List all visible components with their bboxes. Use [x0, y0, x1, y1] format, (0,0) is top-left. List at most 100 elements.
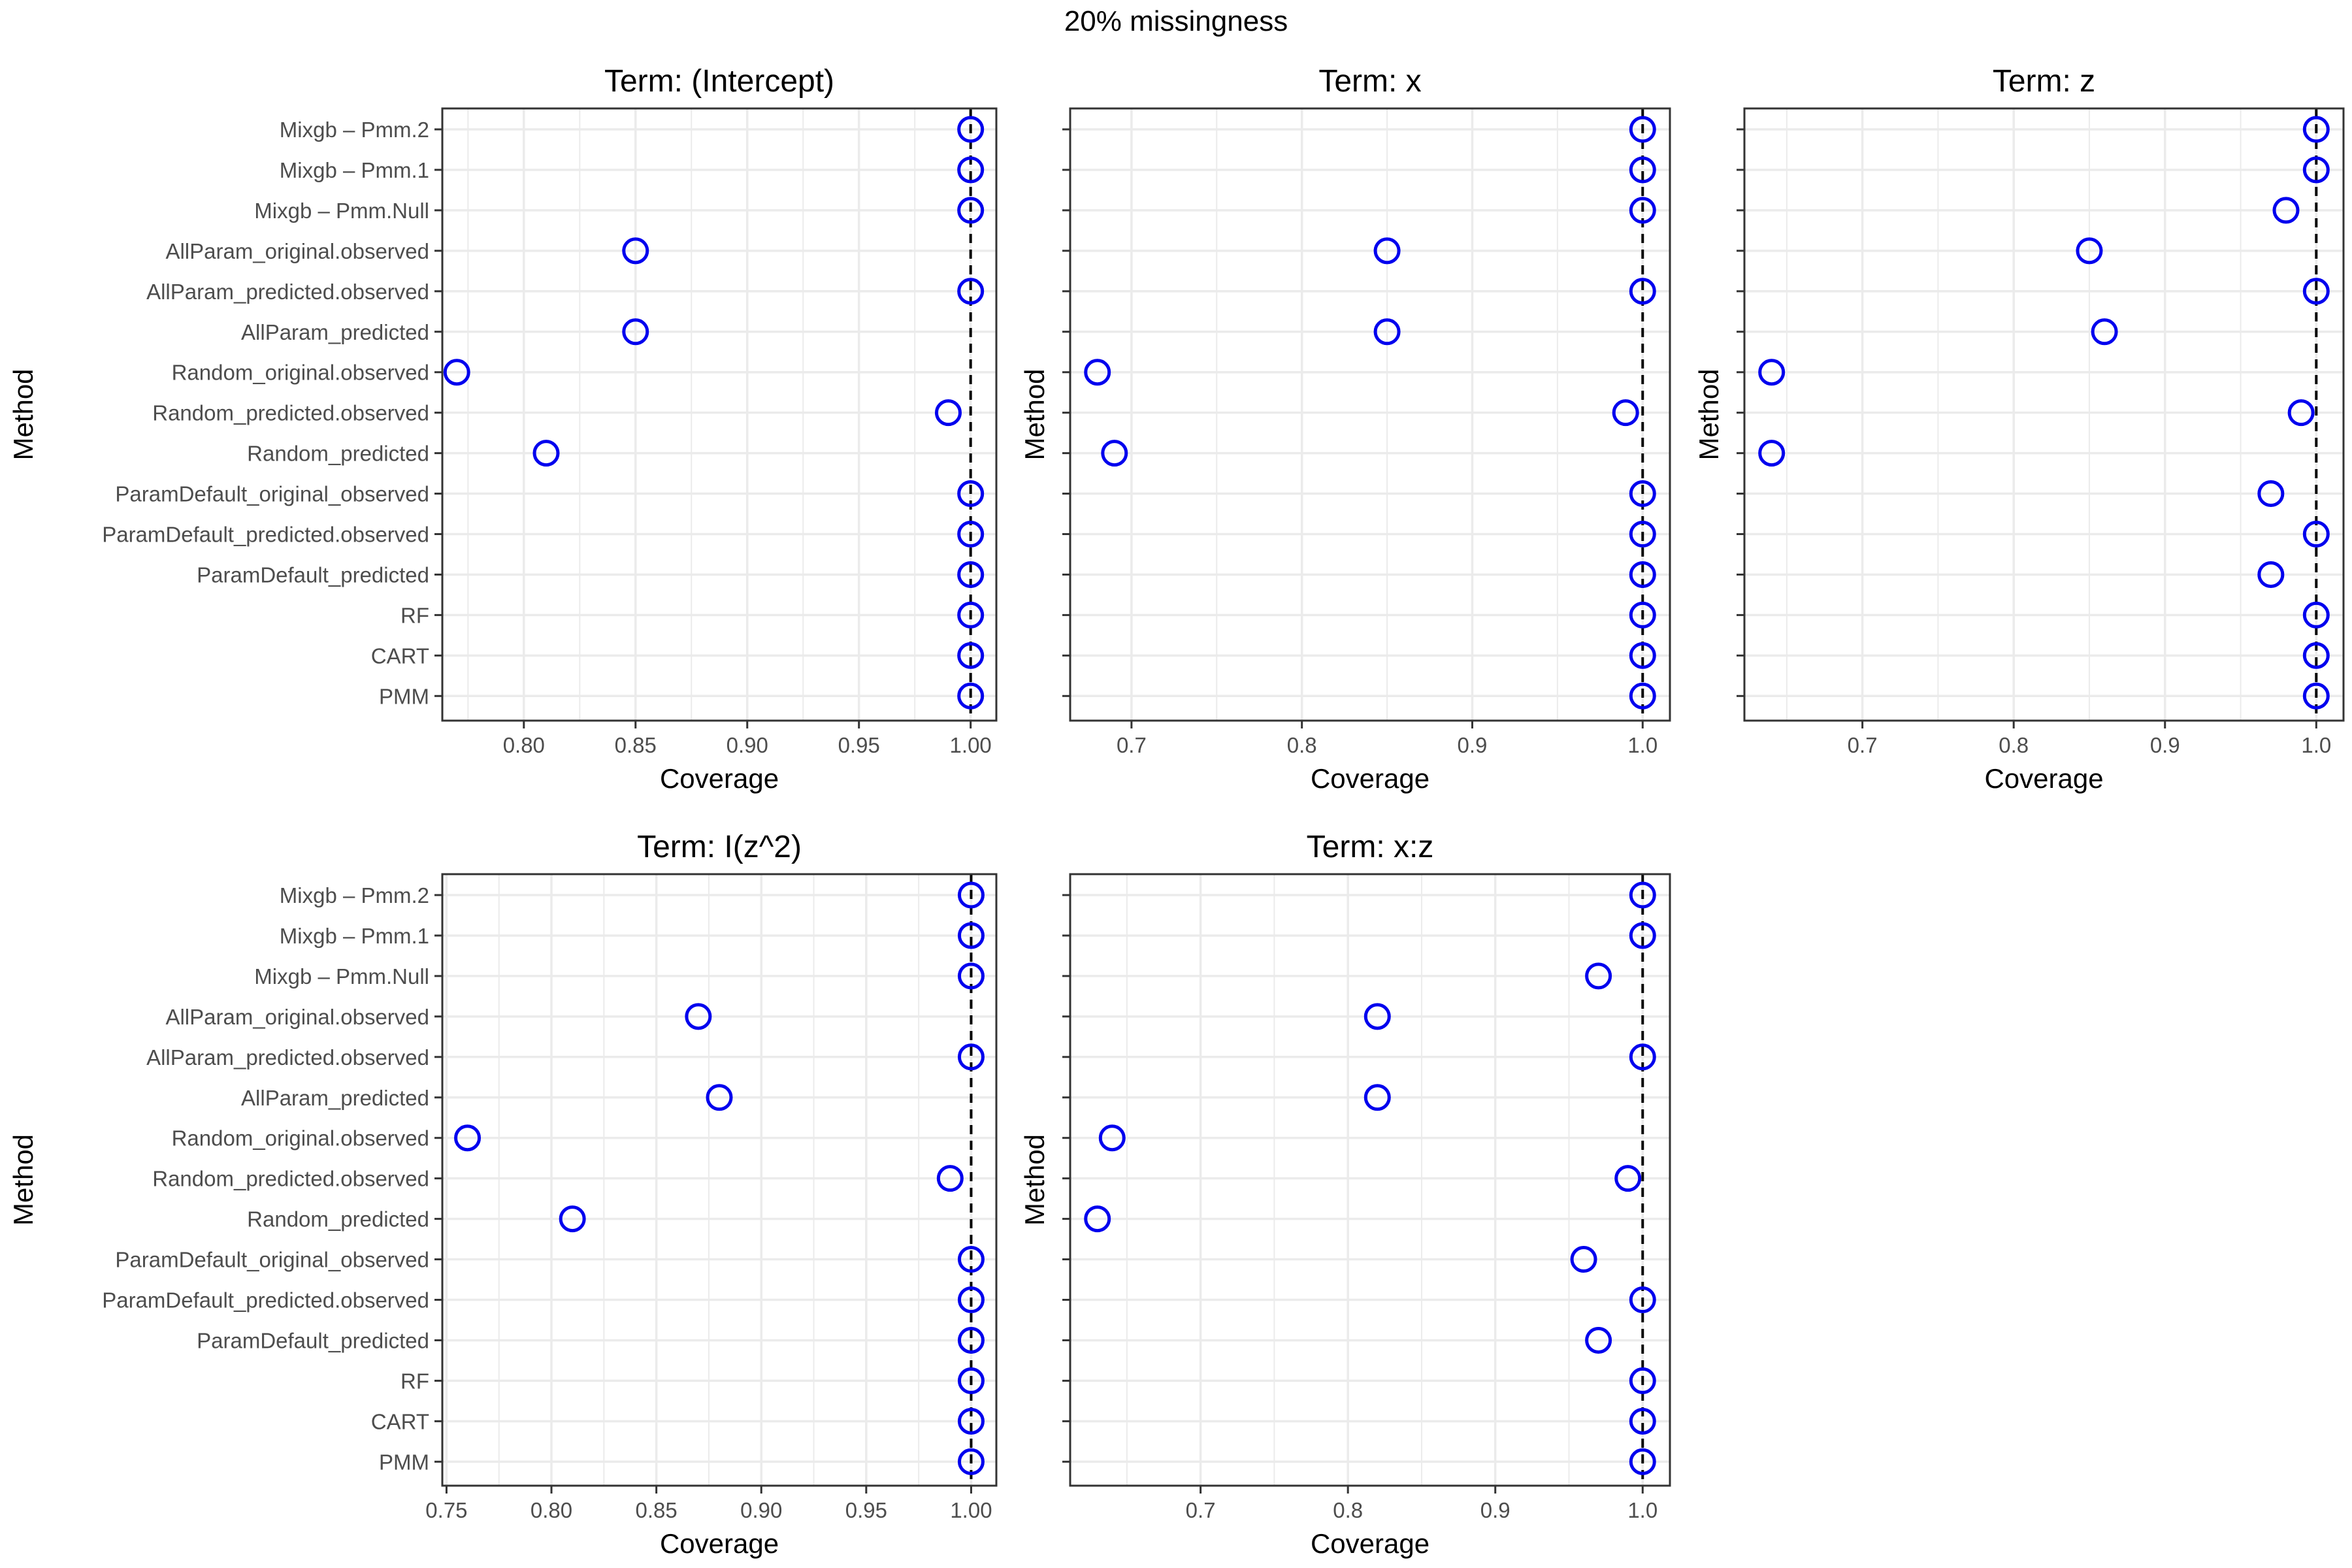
- x-tick-label: 0.7: [1186, 1498, 1216, 1522]
- data-point: [957, 1043, 985, 1071]
- x-tick-label: 0.9: [1458, 733, 1488, 757]
- data-point: [1614, 1165, 1642, 1192]
- panel-title: Term: I(z^2): [637, 830, 802, 864]
- data-point: [1364, 1084, 1391, 1111]
- data-point: [1101, 440, 1128, 467]
- data-point: [1364, 1003, 1391, 1030]
- y-tick-label: CART: [371, 1409, 429, 1433]
- data-point: [1585, 962, 1612, 990]
- y-tick-label: AllParam_predicted.observed: [146, 1045, 429, 1070]
- x-tick-label: 0.8: [1333, 1498, 1363, 1522]
- y-tick-label: ParamDefault_predicted.observed: [102, 523, 429, 547]
- data-point: [957, 962, 985, 990]
- data-point: [1629, 682, 1656, 710]
- data-point: [1629, 1367, 1656, 1394]
- y-tick-label: AllParam_original.observed: [165, 1005, 429, 1029]
- data-point: [957, 1246, 985, 1273]
- data-point: [1098, 1124, 1126, 1152]
- y-tick-label: Mixgb – Pmm.Null: [254, 964, 429, 988]
- y-tick-label: AllParam_predicted.observed: [146, 280, 429, 304]
- data-point: [1629, 922, 1656, 949]
- data-point: [1629, 601, 1656, 629]
- data-point: [957, 682, 985, 710]
- data-point: [957, 1407, 985, 1435]
- data-point: [2302, 642, 2330, 669]
- panel-background: [442, 874, 996, 1486]
- x-tick-label: 0.80: [503, 733, 545, 757]
- y-tick-label: Random_original.observed: [172, 361, 429, 385]
- panel-title: Term: x:z: [1307, 830, 1434, 864]
- data-point: [1612, 399, 1639, 427]
- x-tick-label: 0.95: [838, 733, 880, 757]
- data-point: [1629, 197, 1656, 224]
- data-point: [1373, 237, 1401, 265]
- data-point: [2302, 156, 2330, 184]
- data-point: [443, 359, 470, 386]
- y-tick-label: ParamDefault_original_observed: [115, 482, 429, 506]
- x-tick-label: 1.0: [1627, 1498, 1658, 1522]
- x-tick-label: 0.90: [740, 1498, 782, 1522]
- figure-title: 20% missingness: [1064, 5, 1288, 37]
- data-point: [957, 480, 985, 508]
- x-tick-label: 0.8: [1287, 733, 1317, 757]
- x-tick-label: 1.00: [950, 733, 992, 757]
- y-tick-label: ParamDefault_predicted: [197, 1328, 429, 1352]
- data-point: [1629, 1407, 1656, 1435]
- data-point: [2302, 682, 2330, 710]
- x-tick-label: 0.85: [615, 733, 657, 757]
- data-point: [957, 1326, 985, 1354]
- data-point: [957, 116, 985, 143]
- x-tick-label: 1.0: [1627, 733, 1658, 757]
- y-tick-label: Mixgb – Pmm.1: [280, 924, 429, 948]
- x-axis-title: Coverage: [660, 1528, 779, 1559]
- x-axis-title: Coverage: [1984, 763, 2103, 794]
- data-point: [1758, 440, 1786, 467]
- facet-panel-3: 0.7 0.8 0.9 1.0 Term: z Coverage Method: [1693, 64, 2345, 794]
- y-tick-label: ParamDefault_predicted: [197, 563, 429, 587]
- data-point: [957, 156, 985, 184]
- facet-panel-5: 0.7 0.8 0.9 1.0 Term: x:z Coverage Method: [1019, 830, 1671, 1559]
- y-tick-label: Random_predicted.observed: [152, 1167, 429, 1191]
- panel-background: [442, 108, 996, 721]
- data-point: [957, 521, 985, 547]
- facet-panel-4: Mixgb – Pmm.2 Mixgb – Pmm.1 Mixgb – Pmm.Nu…: [8, 830, 998, 1559]
- y-tick-label: PMM: [379, 684, 429, 708]
- data-point: [1373, 318, 1401, 346]
- data-point: [957, 561, 985, 588]
- data-point: [1084, 359, 1111, 386]
- x-tick-label: 1.0: [2301, 733, 2331, 757]
- y-tick-label: CART: [371, 644, 429, 668]
- data-point: [957, 601, 985, 629]
- x-tick-label: 0.95: [845, 1498, 887, 1522]
- data-point: [1585, 1326, 1612, 1354]
- y-tick-label: PMM: [379, 1450, 429, 1474]
- data-point: [957, 881, 985, 909]
- y-tick-label: Mixgb – Pmm.2: [280, 118, 429, 142]
- x-tick-label: 0.7: [1848, 733, 1878, 757]
- x-tick-label: 0.85: [636, 1498, 678, 1522]
- data-point: [957, 1286, 985, 1313]
- y-axis-title: Method: [8, 1134, 39, 1226]
- data-point: [936, 1165, 964, 1192]
- panel-border: [1069, 873, 1671, 1487]
- data-point: [2091, 318, 2118, 346]
- data-point: [957, 642, 985, 669]
- x-tick-label: 0.7: [1117, 733, 1147, 757]
- data-point: [454, 1124, 482, 1152]
- data-point: [685, 1003, 712, 1030]
- data-point: [1758, 359, 1786, 386]
- data-point: [1629, 278, 1656, 305]
- x-tick-label: 0.90: [727, 733, 768, 757]
- panel-border: [1743, 107, 2345, 722]
- panel-border: [1069, 107, 1671, 722]
- panel-background: [1070, 108, 1670, 721]
- data-point: [957, 197, 985, 224]
- x-axis-title: Coverage: [660, 763, 779, 794]
- facet-panel-2: 0.7 0.8 0.9 1.0 Term: x Coverage Method: [1019, 64, 1671, 794]
- data-point: [1570, 1246, 1597, 1273]
- data-point: [2302, 521, 2330, 547]
- data-point: [559, 1205, 586, 1233]
- data-point: [2257, 480, 2285, 508]
